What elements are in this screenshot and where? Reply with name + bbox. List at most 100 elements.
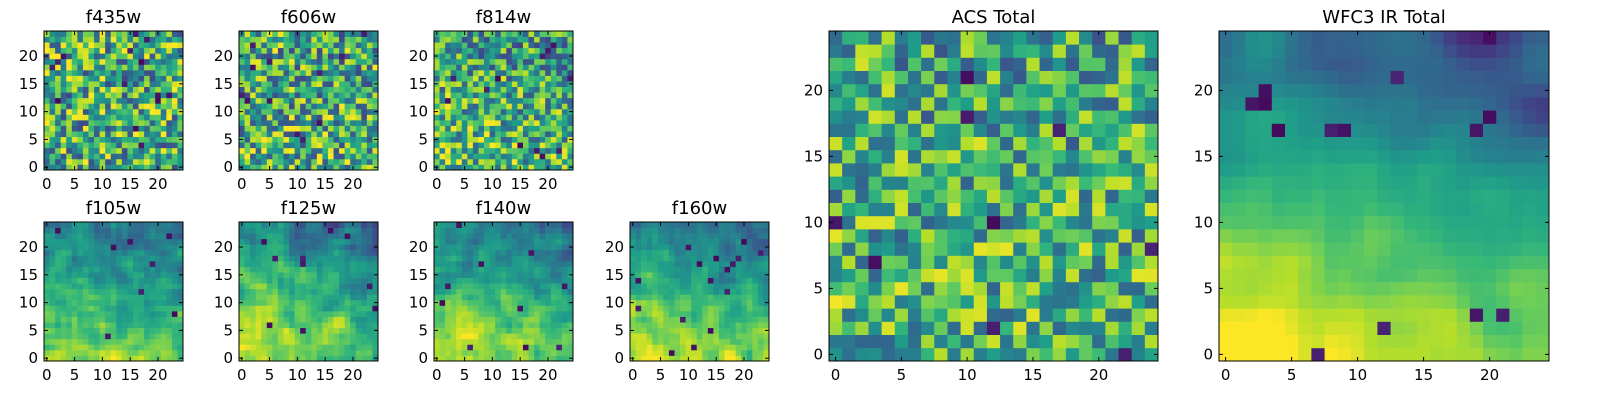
heatmap-cell bbox=[82, 338, 89, 345]
heatmap-cell bbox=[685, 277, 692, 284]
heatmap-cell bbox=[283, 355, 290, 362]
heatmap-cell bbox=[105, 327, 112, 334]
heatmap-cell bbox=[239, 58, 245, 65]
heatmap-cell bbox=[696, 310, 703, 317]
heatmap-cell bbox=[316, 227, 323, 234]
heatmap-cell bbox=[829, 321, 843, 335]
heatmap-cell bbox=[635, 227, 642, 234]
heatmap-cell bbox=[316, 238, 323, 245]
heatmap-cell bbox=[450, 355, 457, 362]
heatmap-cell bbox=[842, 163, 856, 177]
heatmap-cell bbox=[439, 31, 446, 37]
heatmap-cell bbox=[138, 310, 145, 317]
heatmap-cell bbox=[478, 255, 485, 262]
heatmap-cell bbox=[333, 153, 340, 160]
heatmap-cell bbox=[277, 136, 284, 143]
heatmap-cell bbox=[277, 338, 284, 345]
heatmap-cell bbox=[272, 260, 279, 267]
heatmap-cell bbox=[305, 266, 312, 273]
heatmap-cell bbox=[49, 86, 56, 93]
heatmap-cell bbox=[327, 47, 334, 54]
heatmap-cell bbox=[160, 142, 167, 149]
heatmap-cell bbox=[881, 255, 896, 269]
heatmap-cell bbox=[250, 36, 257, 43]
heatmap-cell bbox=[484, 158, 490, 165]
heatmap-cell bbox=[456, 136, 463, 143]
heatmap-cell bbox=[305, 36, 312, 43]
heatmap-cell bbox=[144, 75, 151, 82]
heatmap-cell bbox=[921, 347, 935, 362]
heatmap-cell bbox=[461, 310, 468, 317]
heatmap-cell bbox=[77, 164, 84, 171]
heatmap-cell bbox=[327, 322, 334, 329]
heatmap-cell bbox=[55, 158, 62, 165]
heatmap-cell bbox=[960, 242, 975, 256]
heatmap-cell bbox=[713, 266, 720, 273]
heatmap-cell bbox=[239, 125, 245, 132]
heatmap-cell bbox=[132, 103, 139, 110]
heatmap-cell bbox=[500, 355, 507, 362]
heatmap-cell bbox=[495, 233, 502, 240]
heatmap-cell bbox=[1144, 242, 1159, 256]
heatmap-cell bbox=[250, 322, 257, 329]
heatmap-cell bbox=[94, 338, 100, 345]
heatmap-cell bbox=[439, 333, 446, 340]
heatmap-cell bbox=[82, 355, 89, 362]
heatmap-cell bbox=[244, 47, 251, 54]
heatmap-cell bbox=[517, 327, 524, 334]
heatmap-cell bbox=[467, 222, 474, 228]
heatmap-cell bbox=[434, 338, 440, 345]
heatmap-cell bbox=[283, 114, 290, 121]
heatmap-cell bbox=[450, 260, 457, 267]
heatmap-cell bbox=[277, 344, 284, 351]
heatmap-cell bbox=[99, 136, 106, 143]
heatmap-cell bbox=[132, 355, 139, 362]
heatmap-cell bbox=[255, 69, 262, 76]
heatmap-cell bbox=[668, 222, 675, 228]
heatmap-cell bbox=[696, 344, 703, 351]
heatmap-cell bbox=[434, 349, 440, 356]
heatmap-cell bbox=[366, 125, 373, 132]
heatmap-cells bbox=[434, 222, 574, 362]
heatmap-cell bbox=[1131, 321, 1146, 335]
heatmap-cell bbox=[746, 355, 753, 362]
heatmap-cell bbox=[127, 114, 134, 121]
heatmap-cell bbox=[316, 47, 323, 54]
heatmap-cell bbox=[550, 355, 557, 362]
heatmap-cell bbox=[652, 266, 659, 273]
heatmap-cell bbox=[155, 238, 162, 245]
heatmap-cell bbox=[311, 58, 318, 65]
heatmap-cell bbox=[82, 294, 89, 301]
heatmap-cell bbox=[947, 321, 961, 335]
heatmap-cell bbox=[472, 327, 479, 334]
heatmap-cell bbox=[272, 86, 279, 93]
heatmap-cell bbox=[450, 81, 457, 87]
y-tick-label: 5 bbox=[418, 130, 428, 148]
heatmap-cell bbox=[478, 147, 485, 154]
heatmap-cell bbox=[630, 255, 636, 262]
heatmap-cell bbox=[550, 64, 557, 71]
heatmap-cell bbox=[322, 53, 329, 60]
heatmap-cell bbox=[556, 260, 563, 267]
heatmap-cell bbox=[99, 322, 106, 329]
heatmap-cell bbox=[138, 227, 145, 234]
heatmap-cell bbox=[300, 283, 307, 290]
heatmap-cell bbox=[484, 92, 490, 99]
heatmap-cell bbox=[110, 338, 117, 345]
heatmap-cell bbox=[472, 316, 479, 323]
heatmap-cell bbox=[450, 142, 457, 149]
heatmap-cell bbox=[272, 36, 279, 43]
heatmap-cell bbox=[94, 310, 100, 317]
heatmap-cell bbox=[66, 86, 73, 93]
heatmap-cell bbox=[138, 108, 145, 115]
heatmap-cell bbox=[545, 283, 552, 290]
heatmap-cell bbox=[511, 136, 518, 143]
heatmap-cell bbox=[489, 283, 496, 290]
heatmap-cell bbox=[239, 338, 245, 345]
heatmap-cell bbox=[472, 266, 479, 273]
heatmap-cell bbox=[478, 338, 485, 345]
heatmap-cell bbox=[556, 42, 563, 49]
heatmap-cell bbox=[121, 233, 128, 240]
heatmap-cell bbox=[539, 58, 546, 65]
heatmap-cell bbox=[99, 147, 106, 154]
